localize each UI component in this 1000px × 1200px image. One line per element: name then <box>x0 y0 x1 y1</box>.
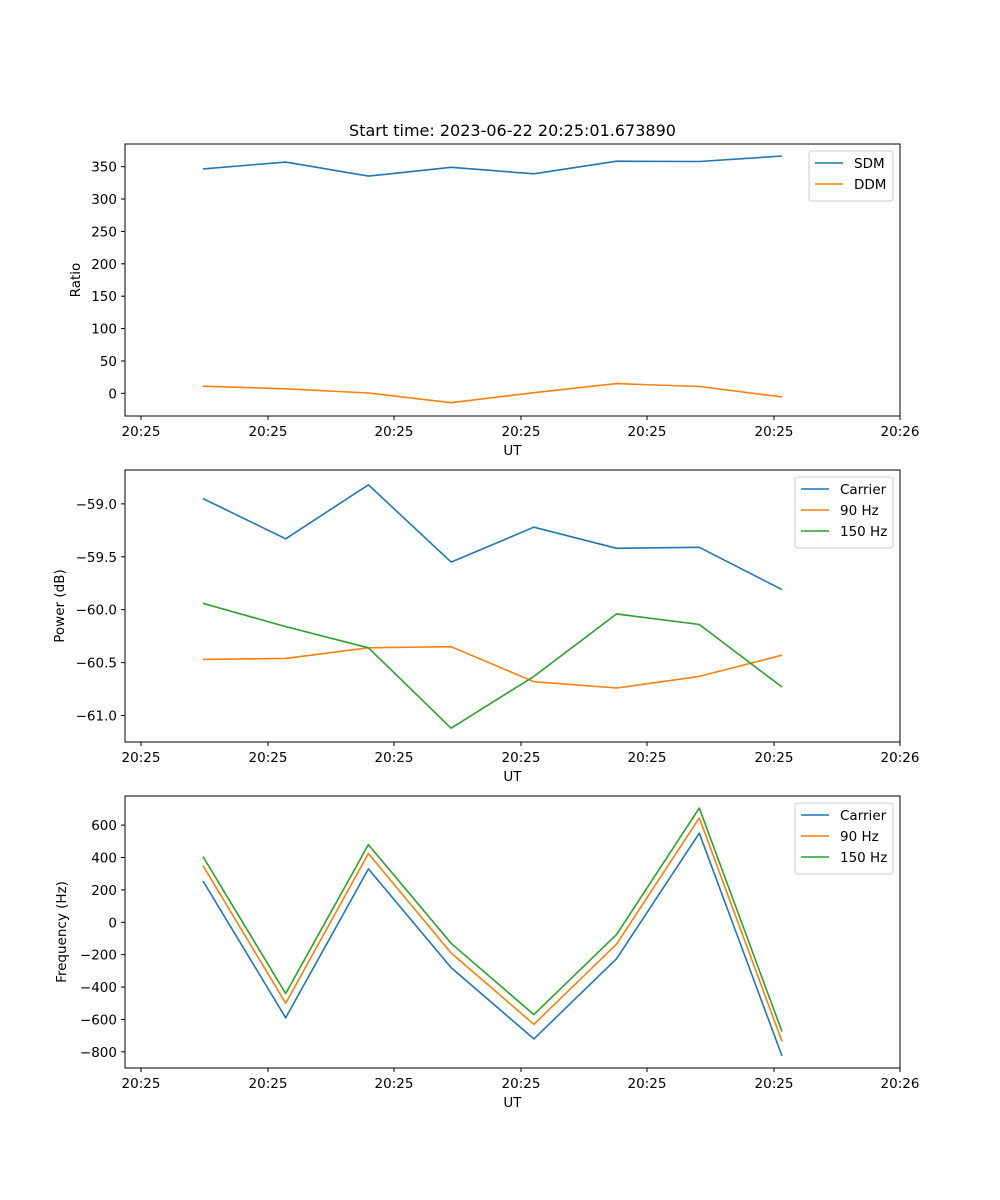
x-tick-label: 20:25 <box>502 1076 541 1092</box>
y-tick-label: −59.5 <box>76 550 117 566</box>
legend-label: SDM <box>854 156 885 172</box>
chart-panel-2: 20:25 20:25 20:25 20:25 20:25 20:25 20:26 UT −61… <box>52 469 920 785</box>
x-tick-label: 20:25 <box>122 750 161 766</box>
y-tick-label: 50 <box>100 354 117 370</box>
legend: SDM DDM <box>808 150 894 202</box>
y-tick-label: 400 <box>91 851 117 867</box>
y-tick-label: 600 <box>91 818 117 834</box>
y-tick-label: 0 <box>108 915 117 931</box>
y-tick-label: 150 <box>91 289 117 305</box>
y-tick-label: −600 <box>80 1012 117 1028</box>
y-tick-label: 300 <box>91 192 117 208</box>
chart-title: Start time: 2023-06-22 20:25:01.673890 <box>349 121 676 140</box>
x-tick-label: 20:25 <box>249 750 288 766</box>
y-tick-label: 0 <box>108 386 117 402</box>
x-axis-title: UT <box>503 769 522 785</box>
x-axis-title: UT <box>503 1095 522 1111</box>
x-tick-label: 20:26 <box>881 750 920 766</box>
x-tick-label: 20:25 <box>755 424 794 440</box>
x-tick-label: 20:25 <box>122 424 161 440</box>
legend-label: Carrier <box>840 808 887 824</box>
x-tick-label: 20:25 <box>755 750 794 766</box>
x-tick-label: 20:25 <box>628 424 667 440</box>
chart-panel-1: Start time: 2023-06-22 20:25:01.673890 20… <box>68 121 919 459</box>
y-tick-label: −61.0 <box>76 709 117 725</box>
x-axis-title: UT <box>503 443 522 459</box>
x-tick-label: 20:25 <box>375 1076 414 1092</box>
y-tick-label: −60.5 <box>76 656 117 672</box>
series-line-150-hz <box>202 807 783 1032</box>
x-tick-label: 20:25 <box>122 1076 161 1092</box>
y-tick-label: 200 <box>91 883 117 899</box>
x-tick-label: 20:26 <box>881 1076 920 1092</box>
series-line-150-hz <box>202 602 783 730</box>
y-tick-label: 350 <box>91 160 117 176</box>
legend-label: 90 Hz <box>840 503 879 519</box>
x-tick-label: 20:25 <box>249 1076 288 1092</box>
y-tick-label: −800 <box>80 1045 117 1061</box>
series-line-sdm <box>202 155 783 177</box>
legend-label: Carrier <box>840 482 887 498</box>
legend-label: 150 Hz <box>840 524 887 540</box>
y-tick-label: 250 <box>91 224 117 240</box>
series-line-90-hz <box>202 645 783 689</box>
axes-frame <box>124 795 901 1069</box>
y-axis-title: Power (dB) <box>52 569 68 642</box>
legend-label: 150 Hz <box>840 850 887 866</box>
y-tick-label: 200 <box>91 257 117 273</box>
y-axis-title: Frequency (Hz) <box>54 881 70 983</box>
legend-label: DDM <box>854 177 886 193</box>
x-tick-label: 20:25 <box>249 424 288 440</box>
x-tick-label: 20:25 <box>375 750 414 766</box>
y-tick-label: −59.0 <box>76 497 117 513</box>
x-tick-label: 20:26 <box>881 424 920 440</box>
y-tick-label: 100 <box>91 322 117 338</box>
x-tick-label: 20:25 <box>628 1076 667 1092</box>
y-tick-label: −200 <box>80 948 117 964</box>
x-tick-label: 20:25 <box>628 750 667 766</box>
x-tick-label: 20:25 <box>502 424 541 440</box>
axes-frame <box>124 469 901 743</box>
y-axis-title: Ratio <box>68 263 84 298</box>
legend: Carrier 90 Hz 150 Hz <box>794 476 894 549</box>
chart-panel-3: 20:25 20:25 20:25 20:25 20:25 20:25 20:26 UT −80… <box>54 795 920 1111</box>
y-tick-label: −400 <box>80 980 117 996</box>
x-tick-label: 20:25 <box>755 1076 794 1092</box>
axes-frame <box>124 143 901 417</box>
series-line-ddm <box>202 382 783 404</box>
x-tick-label: 20:25 <box>375 424 414 440</box>
legend: Carrier 90 Hz 150 Hz <box>794 802 894 875</box>
series-line-carrier <box>202 832 783 1057</box>
y-tick-label: −60.0 <box>76 603 117 619</box>
series-line-carrier <box>202 483 783 591</box>
series-line-90-hz <box>202 817 783 1042</box>
x-tick-label: 20:25 <box>502 750 541 766</box>
legend-label: 90 Hz <box>840 829 879 845</box>
